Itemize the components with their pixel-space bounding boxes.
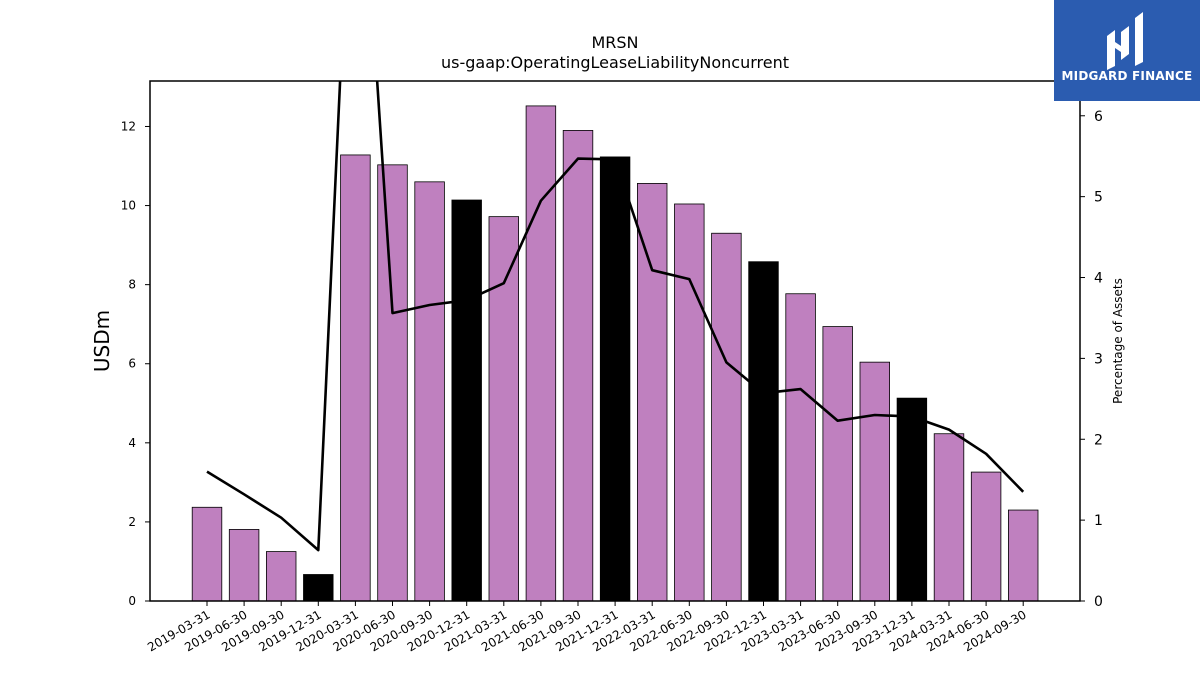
bar-2024-06-30	[970, 471, 1002, 602]
y2-tick-label: 1	[1094, 513, 1103, 529]
bar-2021-12-31	[599, 156, 631, 602]
bar-2022-12-31	[748, 261, 779, 602]
bar-2020-06-30	[377, 164, 408, 602]
y2-tick-label: 5	[1094, 190, 1103, 206]
bar-2022-06-30	[674, 203, 705, 602]
right-axis: 0 1 2 3 4 5 6	[1080, 109, 1103, 610]
bar-2023-03-31	[785, 293, 816, 602]
left-axis: 0 2 4 6 8 10 12	[121, 119, 150, 608]
bar-2021-09-30	[562, 130, 594, 602]
y-tick-label: 2	[128, 515, 136, 529]
bar-2024-03-31	[933, 433, 965, 602]
bar-2023-09-30	[859, 361, 891, 602]
y2-tick-label: 4	[1094, 271, 1103, 287]
bar-2021-03-31	[488, 216, 520, 602]
y-tick-label: 4	[128, 436, 136, 450]
y2-axis-label: Percentage of Assets	[1111, 278, 1125, 404]
chart-subtitle: us-gaap:OperatingLeaseLiabilityNoncurren…	[441, 53, 789, 72]
chart-title: MRSN	[591, 33, 638, 52]
bar-2020-09-30	[414, 181, 445, 602]
bar-2022-03-31	[637, 183, 668, 602]
bar-2020-03-31	[340, 154, 371, 602]
bar-2021-06-30	[525, 105, 557, 602]
x-axis: 2019-03-312019-06-302019-09-302019-12-31…	[145, 601, 1029, 654]
y-tick-label: 8	[128, 278, 136, 292]
line-series-group	[206, 81, 1025, 552]
midgard-logo-icon	[1107, 12, 1143, 70]
bar-2020-12-31	[451, 199, 482, 602]
bar-2019-09-30	[265, 551, 297, 602]
bar-2019-03-31	[191, 506, 223, 602]
bar-2023-12-31	[896, 397, 928, 602]
y2-tick-label: 2	[1094, 432, 1103, 448]
y-axis-label: USDm	[90, 310, 114, 372]
bar-2024-09-30	[1008, 509, 1039, 602]
brand-logo: MIDGARD FINANCE	[1054, 0, 1200, 101]
bar-2022-09-30	[711, 232, 742, 602]
y2-tick-label: 0	[1094, 594, 1103, 610]
bar-2019-06-30	[228, 529, 260, 602]
y-tick-label: 0	[128, 594, 136, 608]
y2-tick-label: 3	[1094, 351, 1103, 367]
brand-name: MIDGARD FINANCE	[1061, 69, 1193, 83]
y2-tick-label: 6	[1094, 109, 1103, 125]
bar-2023-06-30	[822, 326, 853, 602]
y-tick-label: 12	[121, 119, 136, 133]
bar-series	[191, 105, 1039, 602]
percentage-line	[206, 81, 1025, 552]
bar-2019-12-31	[303, 574, 334, 602]
y-tick-label: 6	[128, 357, 136, 371]
y-tick-label: 10	[121, 199, 136, 213]
